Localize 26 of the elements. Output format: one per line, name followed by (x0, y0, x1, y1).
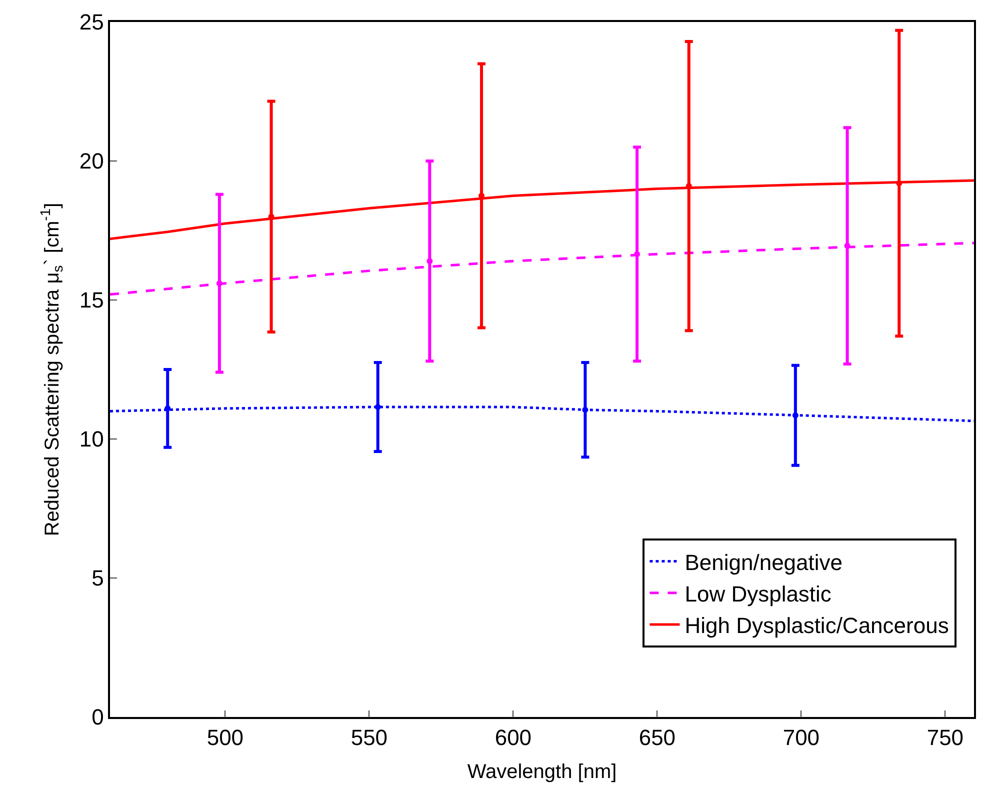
point (216, 280, 222, 286)
point (792, 412, 798, 418)
y-tick-label: 25 (79, 10, 104, 35)
point (426, 258, 433, 264)
x-tick-label: 500 (206, 725, 244, 750)
point (164, 405, 171, 412)
line-series (110, 406, 974, 422)
legend-label: Benign/negative (684, 550, 843, 575)
x-axis-title: Wavelength [nm] (467, 761, 617, 784)
y-tick-label: 10 (79, 426, 104, 452)
y-tick-label: 0 (92, 704, 104, 730)
point (634, 251, 640, 258)
x-tick-label: 750 (926, 725, 964, 750)
point (896, 180, 902, 186)
legend-label: High Dysplastic/Cancerous (684, 613, 949, 638)
y-tick-label: 5 (92, 566, 104, 591)
point (582, 406, 588, 413)
legend-label: Low Dysplastic (684, 581, 832, 606)
point (844, 242, 850, 249)
x-tick-label: 700 (782, 725, 820, 750)
x-tick-label: 650 (638, 725, 676, 750)
y-tick-label: 15 (79, 288, 104, 313)
x-tick-label: 550 (350, 725, 388, 750)
point (374, 404, 381, 410)
x-tick-label: 600 (494, 725, 532, 750)
y-tick-label: 20 (79, 148, 104, 174)
